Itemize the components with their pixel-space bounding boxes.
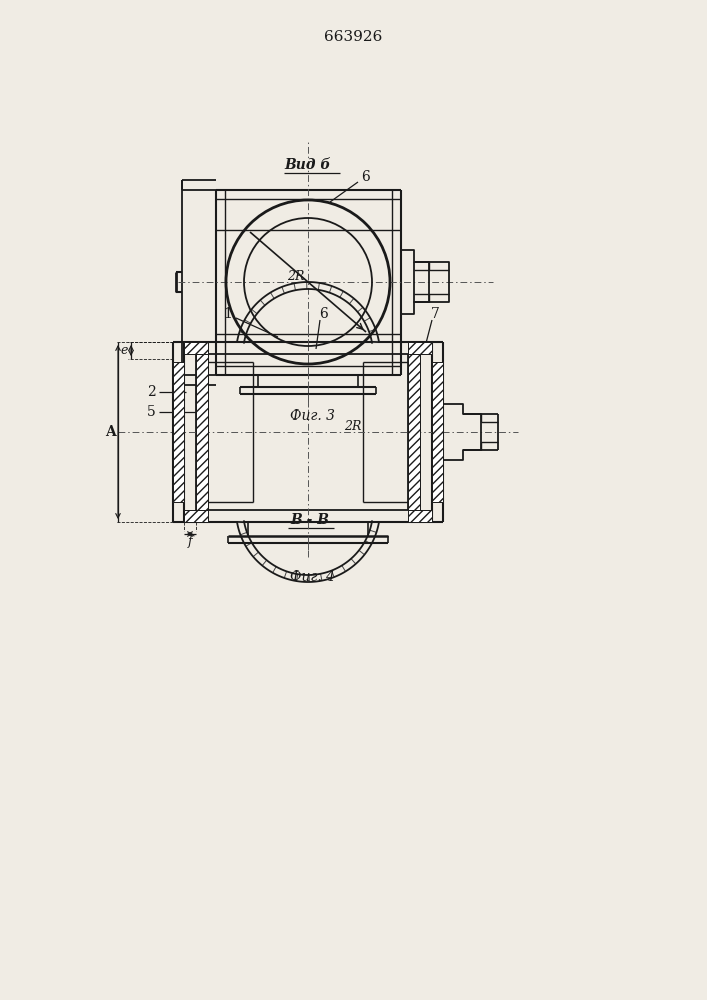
Text: 1: 1 xyxy=(223,307,233,321)
Text: 2R: 2R xyxy=(344,420,362,434)
Text: Фиг. 3: Фиг. 3 xyxy=(291,410,336,424)
Text: В - В: В - В xyxy=(291,513,329,527)
Bar xyxy=(184,342,208,354)
Text: f: f xyxy=(187,536,192,548)
Text: 5: 5 xyxy=(146,405,156,419)
Text: 6: 6 xyxy=(361,170,370,184)
Text: e: e xyxy=(120,344,128,357)
Bar xyxy=(196,354,208,510)
Bar xyxy=(408,342,432,354)
Text: 2: 2 xyxy=(146,385,156,399)
Text: 663926: 663926 xyxy=(324,30,382,44)
Text: Вид б: Вид б xyxy=(285,158,331,172)
Text: 7: 7 xyxy=(431,307,440,321)
Text: A: A xyxy=(105,425,115,439)
Bar xyxy=(184,510,208,522)
Bar xyxy=(408,354,420,510)
Text: 6: 6 xyxy=(319,307,327,321)
Text: 2R: 2R xyxy=(287,270,305,284)
Text: Фиг. 4: Фиг. 4 xyxy=(291,570,336,584)
Bar xyxy=(173,362,184,502)
Bar xyxy=(432,362,443,502)
Bar xyxy=(408,510,432,522)
